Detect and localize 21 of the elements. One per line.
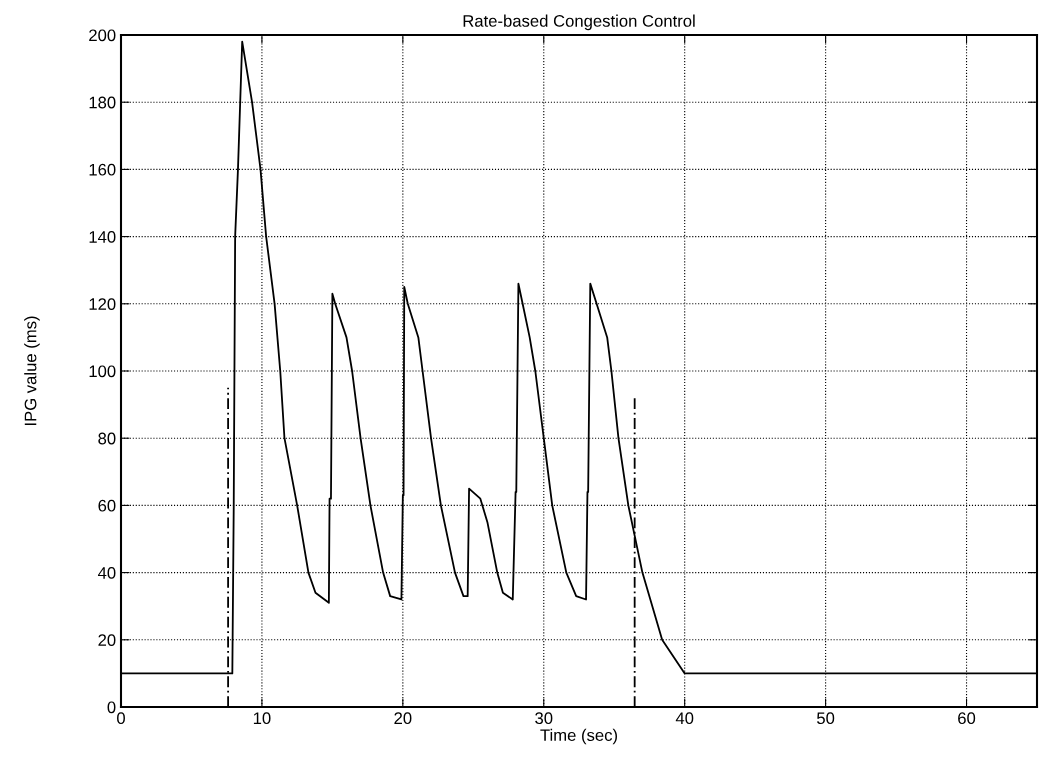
y-tick-label: 20 — [98, 634, 116, 646]
y-tick-label: 60 — [98, 499, 116, 512]
y-tick-label: 120 — [89, 298, 116, 310]
y-tick-label: 0 — [107, 701, 116, 714]
x-tick-label: 0 — [117, 712, 125, 725]
x-axis-title: Time (sec) — [540, 728, 618, 745]
x-tick-label: 20 — [394, 712, 412, 725]
y-tick-label: 160 — [89, 163, 116, 176]
x-tick-label: 40 — [675, 712, 694, 725]
x-tick-label: 50 — [817, 712, 835, 725]
y-axis-title: IPG value (ms) — [24, 316, 40, 426]
x-tick-label: 30 — [535, 712, 553, 725]
y-tick-label: 140 — [89, 231, 116, 243]
y-tick-label: 80 — [98, 432, 116, 445]
x-tick-label: 60 — [958, 712, 976, 725]
x-tick-label: 10 — [253, 712, 271, 725]
y-tick-label: 40 — [97, 567, 116, 579]
y-tick-label: 200 — [89, 29, 116, 42]
y-tick-label: 100 — [89, 365, 116, 378]
chart-title: Rate-based Congestion Control — [463, 14, 695, 31]
y-tick-label: 180 — [89, 96, 116, 109]
